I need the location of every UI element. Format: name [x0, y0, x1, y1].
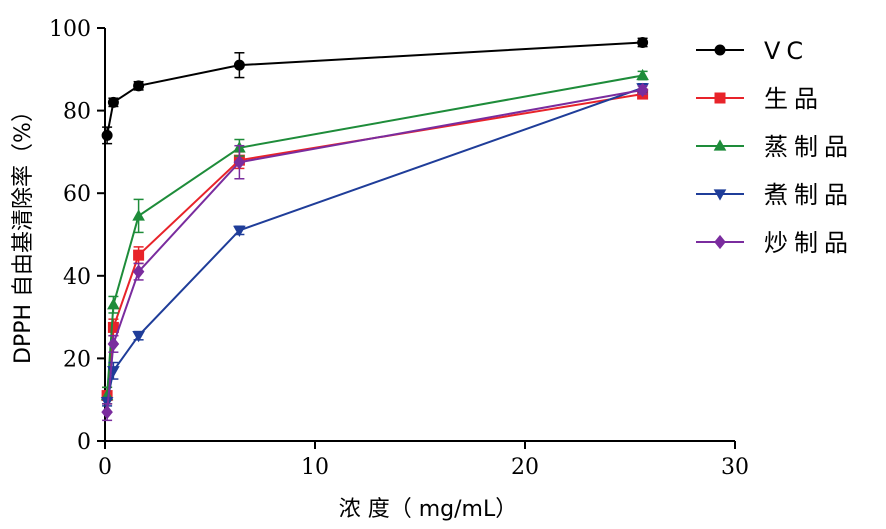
legend-marker — [713, 139, 727, 151]
data-point — [233, 59, 245, 71]
series-3 — [100, 68, 649, 405]
y-tick-label: 20 — [63, 347, 91, 372]
x-tick-label: 10 — [301, 455, 329, 480]
series-line — [106, 74, 643, 396]
y-tick-label: 60 — [63, 182, 91, 207]
series-4 — [100, 83, 649, 409]
x-axis-title: 浓 度（ mg/mL） — [339, 497, 517, 522]
y-tick-label: 100 — [49, 17, 91, 42]
data-point — [132, 209, 145, 221]
y-tick-label: 40 — [63, 265, 91, 290]
legend-marker — [714, 234, 726, 250]
series-5 — [101, 82, 649, 422]
axes: 0 20 40 60 80 100 0 10 20 30 — [49, 17, 749, 480]
data-point — [233, 225, 246, 237]
legend-label: 生品 — [764, 85, 824, 113]
x-tick-label: 30 — [721, 455, 749, 480]
series-1 — [101, 36, 649, 145]
data-point — [233, 155, 246, 170]
data-point — [107, 96, 119, 108]
legend-label: VC — [764, 37, 809, 65]
legend-item-2: 生品 — [696, 85, 824, 113]
legend-label: 炒制品 — [764, 229, 854, 257]
data-point — [132, 331, 145, 343]
series-line — [106, 93, 643, 396]
y-tick-label: 0 — [77, 430, 91, 455]
y-tick-label: 80 — [63, 100, 91, 125]
legend-marker — [713, 189, 727, 201]
y-axis-title: DPPH 自由基清除率（%） — [11, 100, 36, 364]
legend-label: 蒸制品 — [764, 133, 854, 161]
x-tick-label: 0 — [98, 455, 112, 480]
series-line — [106, 88, 643, 413]
legend-item-1: VC — [696, 37, 809, 65]
legend-item-4: 煮制品 — [696, 181, 854, 209]
legend-label: 煮制品 — [764, 181, 854, 209]
data-point — [636, 68, 649, 81]
data-point — [133, 80, 145, 92]
data-point — [107, 321, 119, 333]
legend-marker — [714, 44, 726, 56]
data-point — [636, 82, 649, 98]
data-point — [132, 264, 145, 279]
legend-marker — [714, 92, 726, 104]
legend-item-5: 炒制品 — [696, 229, 854, 257]
data-point — [107, 298, 120, 310]
legend-item-3: 蒸制品 — [696, 133, 854, 161]
series-2 — [101, 88, 649, 405]
data-point — [107, 336, 120, 352]
series-line — [106, 86, 643, 402]
data-point — [101, 129, 113, 141]
data-point — [637, 36, 649, 48]
series-layer — [100, 36, 649, 422]
data-point — [133, 249, 145, 261]
data-point — [101, 404, 113, 420]
x-tick-label: 20 — [511, 455, 539, 480]
